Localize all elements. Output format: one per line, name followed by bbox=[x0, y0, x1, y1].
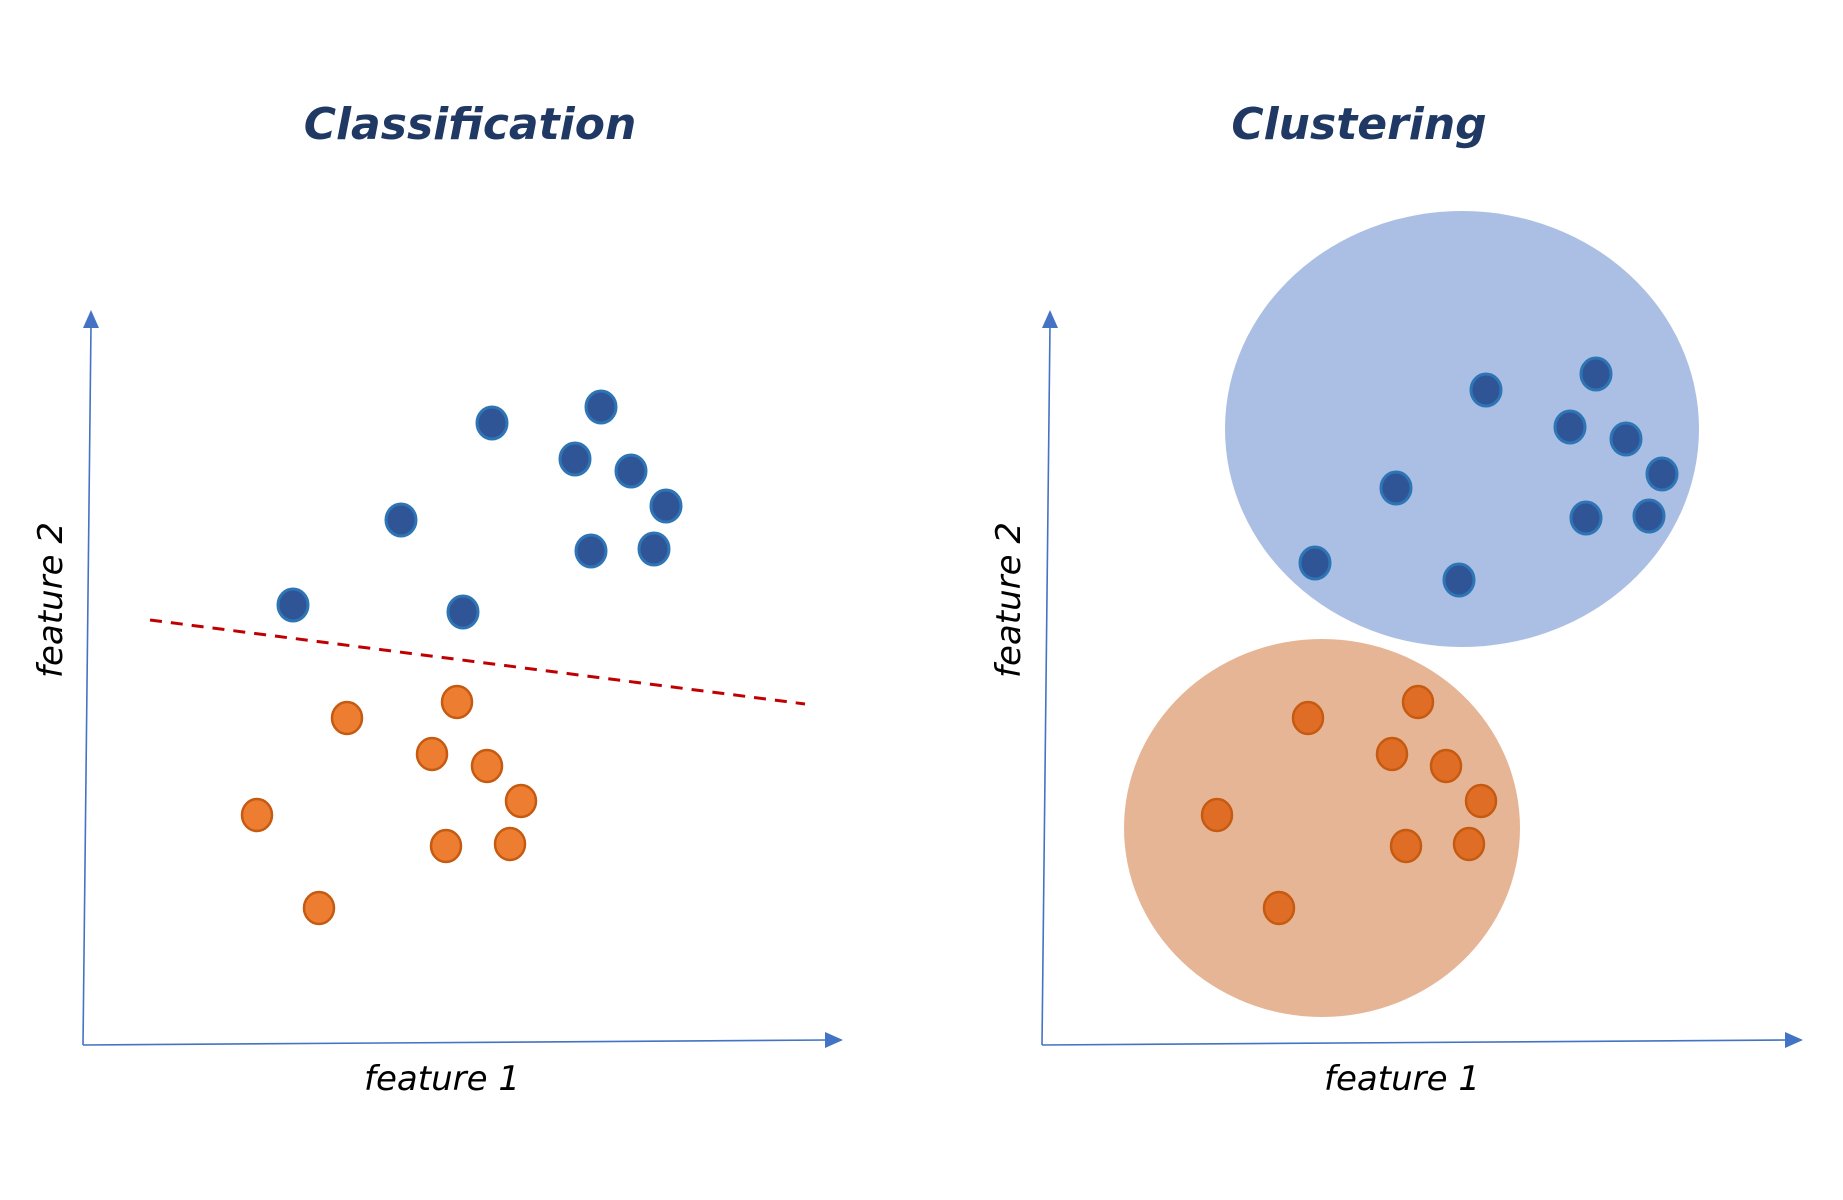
class-a-point bbox=[649, 488, 683, 524]
class-b-point bbox=[415, 736, 449, 772]
class-b-point bbox=[240, 797, 274, 833]
clustering-x-axis bbox=[1041, 1039, 1789, 1046]
class-a-point bbox=[558, 441, 592, 477]
cluster-b-point bbox=[1464, 783, 1498, 819]
class-a-point bbox=[475, 405, 509, 441]
cluster-a-point bbox=[1609, 421, 1643, 457]
cluster-a-point bbox=[1632, 498, 1666, 534]
clustering-x-axis-arrow bbox=[1785, 1032, 1803, 1048]
classification-x-axis-arrow bbox=[825, 1032, 843, 1048]
class-b-point bbox=[440, 684, 474, 720]
cluster-a-point bbox=[1569, 500, 1603, 536]
class-b-point bbox=[493, 826, 527, 862]
class-a-point bbox=[637, 531, 671, 567]
clustering-y-axis bbox=[1041, 324, 1051, 1046]
classification-panel: Classification feature 1 feature 2 bbox=[31, 99, 843, 1099]
cluster-b-point bbox=[1375, 736, 1409, 772]
cluster-a-point bbox=[1579, 356, 1613, 392]
clustering-axes bbox=[1041, 310, 1803, 1048]
class-b-point bbox=[429, 828, 463, 864]
clustering-x-axis-label: feature 1 bbox=[1324, 1059, 1480, 1099]
cluster-b-points bbox=[1200, 684, 1498, 926]
cluster-b-point bbox=[1452, 826, 1486, 862]
cluster-b-point bbox=[1429, 748, 1463, 784]
cluster-a-point bbox=[1553, 409, 1587, 445]
cluster-a-point bbox=[1379, 470, 1413, 506]
classification-class-b-points bbox=[240, 684, 538, 926]
classification-y-axis bbox=[82, 324, 92, 1046]
cluster-a-point bbox=[1298, 545, 1332, 581]
clustering-title: Clustering bbox=[1231, 99, 1486, 150]
cluster-b-region bbox=[1124, 639, 1520, 1017]
cluster-a-point bbox=[1469, 372, 1503, 408]
cluster-a-point bbox=[1442, 562, 1476, 598]
class-b-point bbox=[504, 783, 538, 819]
cluster-b-point bbox=[1200, 797, 1234, 833]
class-a-point bbox=[574, 533, 608, 569]
classification-axes bbox=[82, 310, 843, 1048]
cluster-a-point bbox=[1645, 456, 1679, 492]
cluster-a-points bbox=[1298, 356, 1679, 598]
classification-x-axis-label: feature 1 bbox=[364, 1059, 520, 1099]
class-a-point bbox=[276, 587, 310, 623]
class-a-point bbox=[384, 502, 418, 538]
cluster-a-region bbox=[1225, 211, 1699, 647]
clustering-y-axis-label: feature 2 bbox=[989, 522, 1029, 678]
class-b-point bbox=[330, 700, 364, 736]
cluster-b-point bbox=[1401, 684, 1435, 720]
classification-y-axis-label: feature 2 bbox=[31, 522, 71, 678]
cluster-b-point bbox=[1262, 890, 1296, 926]
classification-title: Classification bbox=[304, 99, 637, 150]
class-b-point bbox=[470, 748, 504, 784]
clustering-panel: Clustering feature 1 feature 2 bbox=[989, 99, 1803, 1099]
class-a-point bbox=[446, 594, 480, 630]
class-b-point bbox=[302, 890, 336, 926]
decision-boundary bbox=[149, 618, 806, 706]
classification-x-axis bbox=[82, 1039, 829, 1046]
clustering-y-axis-arrow bbox=[1042, 310, 1058, 328]
cluster-b-point bbox=[1389, 828, 1423, 864]
class-a-point bbox=[614, 453, 648, 489]
class-a-point bbox=[584, 389, 618, 425]
classification-y-axis-arrow bbox=[83, 310, 99, 328]
cluster-b-point bbox=[1291, 700, 1325, 736]
classification-class-a-points bbox=[276, 389, 683, 630]
